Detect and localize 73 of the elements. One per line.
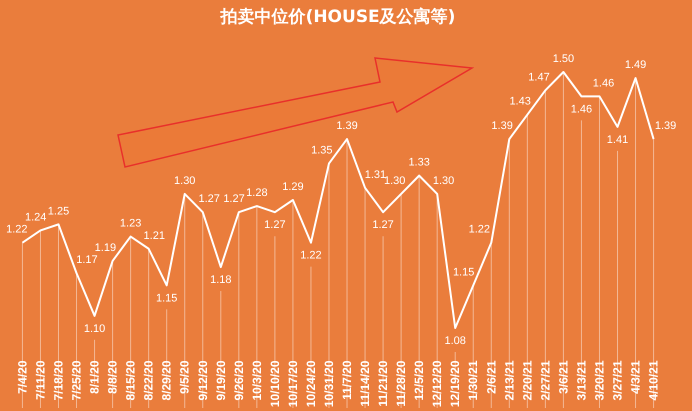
data-label: 1.43: [509, 96, 531, 108]
x-tick-label: 7/4/20: [15, 360, 30, 394]
data-label: 1.27: [264, 219, 286, 232]
data-label: 1.46: [570, 103, 592, 116]
x-tick-label: 9/19/20: [214, 360, 228, 401]
data-label: 1.30: [174, 174, 196, 187]
x-tick-label: 8/15/20: [124, 360, 138, 401]
x-tick-label: 7/11/20: [33, 360, 48, 400]
data-label: 1.30: [384, 174, 406, 187]
data-label: 1.27: [372, 219, 394, 232]
x-tick-label: 3/13/21: [574, 360, 588, 401]
x-tick-label: 2/20/21: [520, 360, 534, 401]
data-label: 1.23: [120, 218, 142, 230]
data-label: 1.22: [300, 250, 322, 262]
data-label: 1.22: [6, 224, 28, 236]
data-label: 1.39: [491, 120, 513, 132]
data-label: 1.39: [336, 120, 358, 132]
x-tick-label: 3/20/21: [592, 360, 606, 401]
x-tick-label: 2/6/21: [484, 360, 498, 394]
x-tick-label: 10/31/20: [322, 360, 336, 408]
data-label: 1.25: [48, 205, 70, 218]
data-label: 1.27: [198, 193, 220, 206]
x-tick-label: 11/14/20: [358, 360, 372, 407]
data-label: 1.19: [94, 242, 116, 254]
x-tick-label: 8/29/20: [160, 360, 174, 401]
x-tick-label: 1/30/21: [466, 360, 480, 401]
x-tick-label: 9/26/20: [232, 360, 246, 401]
x-tick-label: 10/3/20: [250, 360, 264, 401]
x-tick-label: 2/13/21: [502, 360, 516, 401]
x-tick-label: 12/5/20: [412, 360, 426, 401]
data-label: 1.08: [444, 335, 466, 347]
data-label: 1.50: [552, 53, 574, 65]
data-label: 1.15: [156, 292, 178, 304]
chart-title: 拍卖中位价(HOUSE及公寓等): [220, 7, 456, 27]
x-tick-label: 11/28/20: [394, 360, 408, 407]
data-label: 1.41: [606, 134, 628, 146]
data-label: 1.22: [468, 224, 490, 236]
data-label: 1.33: [408, 156, 430, 169]
data-label: 1.17: [76, 254, 98, 266]
data-label: 1.10: [84, 322, 106, 335]
data-label: 1.18: [210, 274, 232, 286]
x-tick-label: 10/10/20: [268, 360, 282, 408]
x-tick-label: 2/27/21: [538, 360, 552, 401]
data-label: 1.35: [311, 144, 332, 156]
x-tick-label: 10/24/20: [304, 360, 318, 408]
x-tick-label: 9/12/20: [196, 360, 210, 401]
x-tick-label: 8/22/20: [142, 360, 156, 401]
data-label: 1.29: [282, 181, 304, 193]
x-tick-label: 12/19/20: [448, 360, 462, 408]
x-tick-label: 11/7/20: [340, 360, 354, 400]
data-label: 1.27: [223, 193, 245, 206]
data-label: 1.28: [246, 187, 268, 200]
data-label: 1.15: [452, 266, 474, 278]
data-label: 1.31: [364, 168, 386, 181]
data-label: 1.47: [528, 71, 550, 84]
x-tick-label: 4/3/21: [628, 360, 643, 394]
x-tick-label: 7/18/20: [51, 360, 66, 401]
x-tick-label: 10/17/20: [286, 360, 300, 408]
x-tick-label: 4/10/21: [646, 360, 661, 401]
x-tick-label: 3/27/21: [610, 360, 625, 401]
data-label: 1.24: [24, 211, 46, 224]
x-tick-label: 11/21/20: [376, 360, 390, 407]
data-label: 1.39: [654, 120, 676, 132]
x-tick-label: 3/6/21: [556, 360, 570, 394]
data-label: 1.30: [432, 174, 454, 187]
x-tick-label: 7/25/20: [70, 360, 84, 401]
x-tick-label: 8/1/20: [88, 360, 102, 394]
x-tick-label: 9/5/20: [178, 360, 192, 394]
x-tick-label: 8/8/20: [106, 360, 120, 394]
data-label: 1.49: [624, 59, 646, 72]
x-tick-label: 12/12/20: [430, 360, 444, 408]
data-label: 1.46: [592, 77, 614, 90]
data-label: 1.21: [144, 230, 165, 242]
